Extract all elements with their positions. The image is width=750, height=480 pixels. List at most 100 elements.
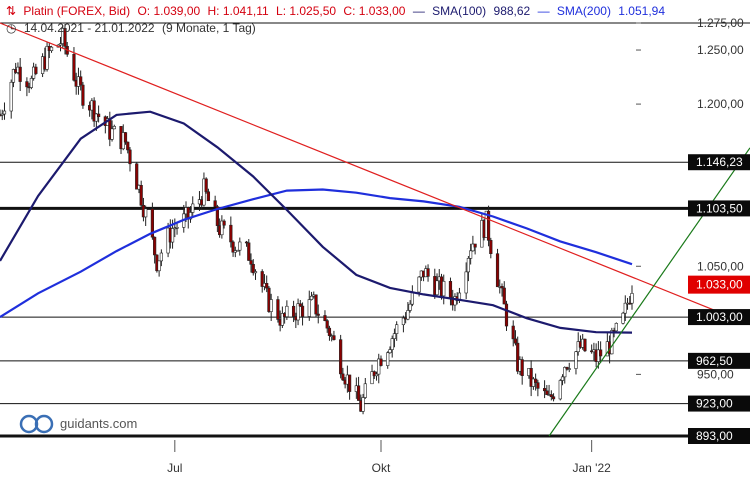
y-tick-label: 950,00 — [697, 367, 734, 381]
level-box — [688, 428, 750, 444]
candle-body — [489, 240, 493, 254]
candle-body — [309, 295, 314, 300]
candle-body — [513, 338, 518, 344]
candle-body — [11, 69, 16, 83]
candle-body — [549, 394, 553, 398]
candle-body — [231, 241, 235, 253]
candle-body — [0, 113, 4, 116]
candle-body — [159, 252, 163, 262]
candle-body — [298, 303, 302, 307]
guidants-logo-icon — [19, 414, 39, 434]
candle-body — [583, 338, 587, 352]
candle-body — [123, 132, 128, 143]
candle-body — [153, 236, 157, 256]
candle-body — [558, 380, 562, 400]
sma200-line — [0, 188, 633, 319]
last-price-label: 1.033,00 — [696, 278, 743, 292]
candle-body — [339, 339, 343, 375]
candle-body — [110, 128, 114, 140]
candle-body — [408, 303, 412, 311]
level-box-label: 1.103,50 — [696, 201, 743, 215]
period-label: (9 Monate, 1 Tag) — [161, 21, 256, 35]
candle-body — [97, 113, 101, 118]
candle-body — [222, 220, 226, 226]
candle-body — [406, 310, 410, 320]
level-box-label: 1.003,00 — [696, 310, 743, 324]
candle-body — [448, 281, 453, 298]
candle-body — [435, 280, 439, 296]
sma200-swatch: — — [537, 4, 550, 18]
candle-body — [395, 324, 399, 334]
candle-body — [34, 66, 38, 74]
candle-body — [49, 46, 54, 51]
candle-body — [500, 286, 504, 289]
watermark-text: guidants.com — [60, 416, 137, 431]
candle-body — [144, 208, 148, 218]
candle-body — [269, 299, 273, 312]
candle-body — [363, 383, 367, 398]
candle-body — [92, 100, 96, 122]
candle-body — [94, 113, 98, 122]
candle-body — [332, 335, 336, 340]
candle-body — [238, 241, 242, 251]
candle-body — [18, 66, 22, 82]
candle-body — [296, 303, 300, 321]
candle-body — [621, 312, 625, 324]
instrument-label: Platin (FOREX, Bid) — [23, 4, 131, 18]
sma100-value: 988,62 — [493, 4, 531, 18]
candle-body — [377, 358, 381, 375]
y-tick-label: 1.200,00 — [697, 97, 744, 111]
open-value: O: 1.039,00 — [137, 4, 201, 18]
trendline-up — [548, 147, 750, 437]
guidants-logo-ring-icon — [34, 414, 54, 434]
candle-body — [614, 323, 618, 332]
y-tick-label: 1.250,00 — [697, 43, 744, 57]
candle-body — [410, 291, 414, 305]
x-tick-label: Jan '22 — [572, 461, 611, 475]
ohlc-header: ⇅ Platin (FOREX, Bid) O: 1.039,00 H: 1.0… — [6, 4, 669, 18]
candle-body — [128, 149, 132, 165]
candle-body — [170, 228, 175, 243]
candle-body — [495, 253, 500, 288]
candle-body — [610, 330, 614, 355]
candle-body — [285, 305, 289, 318]
date-range: 14.04.2021 - 21.01.2022 — [23, 21, 155, 35]
sma200-value: 1.051,94 — [618, 4, 666, 18]
candle-body — [325, 320, 329, 329]
level-box — [688, 395, 750, 412]
candle-body — [392, 333, 397, 339]
candle-body — [249, 260, 253, 265]
candle-body — [504, 303, 509, 327]
clock-icon: ◷ — [6, 21, 17, 35]
candle-body — [253, 271, 258, 274]
candle-body — [388, 349, 392, 354]
high-value: H: 1.041,11 — [207, 4, 269, 18]
level-box-label: 923,00 — [696, 397, 733, 411]
candle-body — [280, 313, 284, 326]
candle-body — [81, 84, 85, 106]
candle-body — [426, 268, 430, 277]
candle-body — [372, 371, 376, 377]
candle-body — [265, 283, 269, 289]
candle-body — [417, 276, 421, 293]
candle-body — [291, 305, 296, 317]
candle-body — [401, 317, 406, 326]
candle-body — [307, 299, 311, 317]
candle-body — [473, 243, 477, 248]
candle-body — [574, 351, 578, 369]
candle-body — [565, 367, 569, 370]
candle-body — [551, 396, 556, 400]
candle-body — [188, 212, 193, 220]
candle-body — [260, 271, 264, 287]
candle-body — [300, 305, 305, 317]
candle-body — [9, 81, 13, 112]
candle-body — [356, 385, 361, 401]
candle-body — [536, 382, 540, 389]
candle-body — [628, 302, 632, 305]
candle-body — [45, 45, 49, 70]
candle-body — [220, 220, 224, 236]
candle-body — [235, 249, 240, 252]
candle-body — [251, 264, 255, 274]
y-tick-label: 1.050,00 — [697, 259, 744, 273]
